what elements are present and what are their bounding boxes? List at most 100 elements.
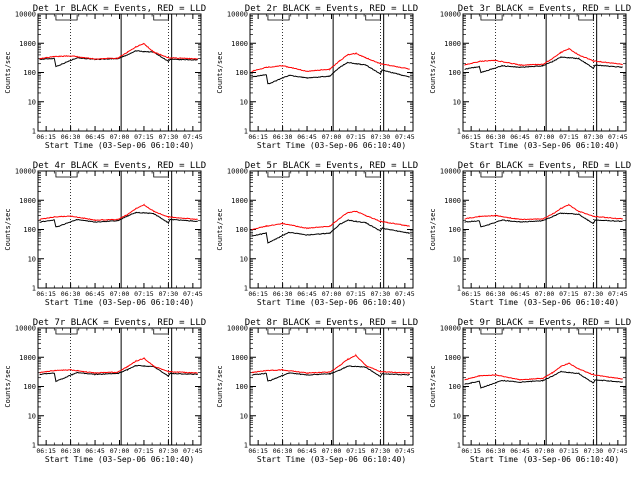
y-axis-title: Counts/sec — [216, 51, 224, 93]
events-line — [39, 364, 198, 383]
y-tick-label: 1 — [32, 285, 36, 293]
panel-title: Det 3r BLACK = Events, RED = LLD — [458, 4, 631, 14]
events-line — [464, 55, 623, 74]
x-tick-label: 07:30 — [159, 447, 179, 455]
plot-frame — [37, 327, 202, 446]
x-axis-title: Start Time (03-Sep-06 06:10:40) — [45, 455, 194, 464]
y-axis-title: Counts/sec — [4, 365, 12, 407]
x-axis-title: Start Time (03-Sep-06 06:10:40) — [470, 141, 619, 150]
x-tick-label: 07:00 — [535, 290, 555, 298]
x-tick-label: 07:00 — [322, 290, 342, 298]
panel-7: Det 7r BLACK = Events, RED = LLD 1 10 100 10… — [4, 318, 206, 464]
y-axis-title: Counts/sec — [4, 51, 12, 93]
events-line — [464, 212, 623, 228]
y-tick-label: 10 — [28, 98, 36, 106]
panel-6: Det 6r BLACK = Events, RED = LLD 1 10 100 10… — [429, 161, 631, 307]
x-tick-label: 06:45 — [297, 447, 317, 455]
x-tick-label: 07:30 — [584, 447, 604, 455]
x-tick-label: 06:45 — [85, 133, 105, 141]
x-tick-label: 06:15 — [36, 290, 56, 298]
y-tick-label: 10 — [240, 412, 248, 420]
attenuator-bracket — [153, 15, 169, 21]
x-tick-label: 07:15 — [559, 133, 579, 141]
x-tick-label: 07:30 — [584, 133, 604, 141]
x-tick-label: 07:45 — [395, 290, 415, 298]
y-tick-label: 100 — [235, 226, 248, 234]
x-tick-label: 07:00 — [535, 447, 555, 455]
events-line — [39, 50, 198, 68]
panel-title: Det 6r BLACK = Events, RED = LLD — [458, 161, 631, 171]
x-tick-label: 07:30 — [159, 133, 179, 141]
plot-frame — [462, 13, 627, 132]
x-axis-title: Start Time (03-Sep-06 06:10:40) — [470, 298, 619, 307]
events-line — [251, 61, 410, 85]
y-axis-title: Counts/sec — [216, 365, 224, 407]
attenuator-bracket — [480, 172, 503, 178]
x-tick-label: 06:30 — [273, 447, 293, 455]
x-tick-label: 07:30 — [371, 133, 391, 141]
x-tick-label: 07:15 — [346, 447, 366, 455]
x-tick-label: 07:45 — [183, 133, 203, 141]
x-tick-label: 06:30 — [61, 133, 81, 141]
x-axis-title: Start Time (03-Sep-06 06:10:40) — [257, 141, 406, 150]
x-tick-label: 07:30 — [584, 290, 604, 298]
attenuator-bracket — [55, 172, 78, 178]
x-tick-label: 06:45 — [85, 447, 105, 455]
panel-1: Det 1r BLACK = Events, RED = LLD 1 10 100 10… — [4, 4, 206, 150]
y-axis-title: Counts/sec — [4, 208, 12, 250]
x-tick-label: 06:30 — [486, 447, 506, 455]
attenuator-bracket — [55, 15, 78, 21]
y-tick-label: 1000 — [231, 197, 248, 205]
x-tick-label: 06:15 — [461, 290, 481, 298]
y-tick-label: 1000 — [231, 40, 248, 48]
panel-title: Det 9r BLACK = Events, RED = LLD — [458, 318, 631, 328]
x-tick-label: 06:15 — [248, 290, 268, 298]
x-tick-label: 07:15 — [346, 290, 366, 298]
x-tick-label: 06:45 — [297, 133, 317, 141]
panel-title: Det 1r BLACK = Events, RED = LLD — [33, 4, 206, 14]
y-axis-title: Counts/sec — [429, 365, 437, 407]
y-tick-label: 1000 — [444, 40, 461, 48]
y-tick-label: 1 — [32, 128, 36, 136]
panel-4: Det 4r BLACK = Events, RED = LLD 1 10 100 10… — [4, 161, 206, 307]
y-tick-label: 1 — [32, 442, 36, 450]
panel-title: Det 5r BLACK = Events, RED = LLD — [245, 161, 418, 171]
x-tick-label: 07:30 — [159, 290, 179, 298]
panel-9: Det 9r BLACK = Events, RED = LLD 1 10 100 10… — [429, 318, 631, 464]
attenuator-bracket — [365, 172, 381, 178]
x-axis-title: Start Time (03-Sep-06 06:10:40) — [45, 298, 194, 307]
y-tick-label: 1000 — [444, 354, 461, 362]
x-tick-label: 07:15 — [559, 447, 579, 455]
x-tick-label: 06:30 — [61, 447, 81, 455]
y-tick-label: 10000 — [15, 168, 36, 176]
x-tick-label: 06:15 — [461, 447, 481, 455]
x-axis-title: Start Time (03-Sep-06 06:10:40) — [257, 455, 406, 464]
attenuator-bracket — [365, 329, 381, 335]
x-tick-label: 06:15 — [461, 133, 481, 141]
panel-title: Det 2r BLACK = Events, RED = LLD — [245, 4, 418, 14]
panel-title: Det 8r BLACK = Events, RED = LLD — [245, 318, 418, 328]
attenuator-bracket — [55, 329, 78, 335]
plot-frame — [37, 13, 202, 132]
attenuator-bracket — [267, 15, 290, 21]
attenuator-bracket — [578, 172, 594, 178]
y-tick-label: 100 — [235, 383, 248, 391]
panel-3: Det 3r BLACK = Events, RED = LLD 1 10 100 10… — [429, 4, 631, 150]
y-tick-label: 1000 — [231, 354, 248, 362]
x-tick-label: 07:00 — [110, 290, 130, 298]
events-line — [39, 211, 198, 228]
lld-line — [39, 203, 198, 221]
x-axis-title: Start Time (03-Sep-06 06:10:40) — [45, 141, 194, 150]
panel-title: Det 4r BLACK = Events, RED = LLD — [33, 161, 206, 171]
lld-line — [251, 51, 410, 73]
y-tick-label: 1000 — [444, 197, 461, 205]
x-tick-label: 07:15 — [134, 290, 154, 298]
y-tick-label: 1000 — [19, 354, 36, 362]
x-tick-label: 07:45 — [395, 447, 415, 455]
x-tick-label: 07:45 — [183, 290, 203, 298]
events-line — [251, 219, 411, 244]
y-tick-label: 10000 — [227, 11, 248, 19]
x-tick-label: 07:15 — [134, 447, 154, 455]
y-tick-label: 1000 — [19, 197, 36, 205]
